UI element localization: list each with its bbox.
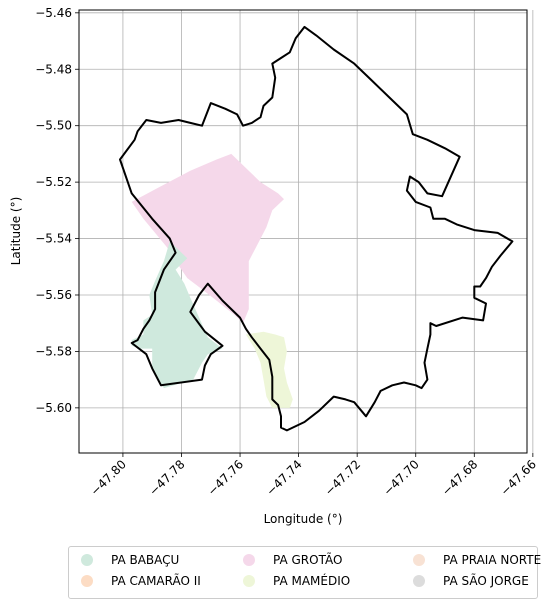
region-pa-baba-u [131, 241, 223, 389]
legend-label: PA BABAÇU [111, 553, 180, 567]
y-axis-label: Latitude (°) [9, 197, 23, 266]
x-tick-labels: −47.80 −47.78 −47.76 −47.74 −47.72 −47.70 −47.… [88, 457, 539, 498]
tick-marks [75, 12, 534, 457]
legend-marker [243, 575, 255, 587]
x-tick-label: −47.68 [439, 457, 480, 498]
x-tick-label: −47.80 [88, 457, 129, 498]
y-tick-labels: −5.46 −5.48 −5.50 −5.52 −5.54 −5.56 −5.58 −5.60 [35, 6, 72, 415]
boundary-layer [119, 25, 514, 432]
legend-label: PA PRAIA NORTE [443, 553, 542, 567]
y-tick-label: −5.54 [35, 232, 72, 246]
y-tick-label: −5.56 [35, 288, 72, 302]
x-tick-label: −47.74 [263, 457, 304, 498]
plot-frame [78, 9, 528, 454]
region-pa-grot-o [131, 153, 284, 324]
legend-label: PA SÃO JORGE [443, 574, 529, 588]
y-tick-label: −5.58 [35, 344, 72, 358]
legend: PA BABAÇU PA CAMARÃO II PA GROTÃO PA MAMÉDI… [68, 546, 542, 599]
region-pa-mam-dio [245, 331, 293, 408]
y-tick-label: −5.60 [35, 401, 72, 415]
y-tick-label: −5.48 [35, 62, 72, 76]
y-tick-label: −5.50 [35, 119, 72, 133]
legend-label: PA CAMARÃO II [111, 574, 201, 588]
legend-label: PA GROTÃO [273, 553, 343, 567]
x-axis-label: Longitude (°) [264, 512, 343, 526]
legend-marker [81, 575, 93, 587]
y-tick-label: −5.46 [35, 6, 72, 20]
x-tick-label: −47.78 [146, 457, 187, 498]
x-tick-label: −47.76 [205, 457, 246, 498]
legend-marker [413, 554, 425, 566]
legend-marker [243, 554, 255, 566]
legend-label: PA MAMÉDIO [273, 574, 351, 588]
legend-marker [81, 554, 93, 566]
municipality-boundary [119, 25, 514, 432]
grid-lines [79, 10, 534, 453]
x-tick-label: −47.72 [322, 457, 363, 498]
x-tick-label: −47.66 [498, 457, 539, 498]
legend-marker [413, 575, 425, 587]
x-tick-label: −47.70 [381, 457, 422, 498]
y-tick-label: −5.52 [35, 175, 72, 189]
regions-layer [131, 153, 293, 408]
